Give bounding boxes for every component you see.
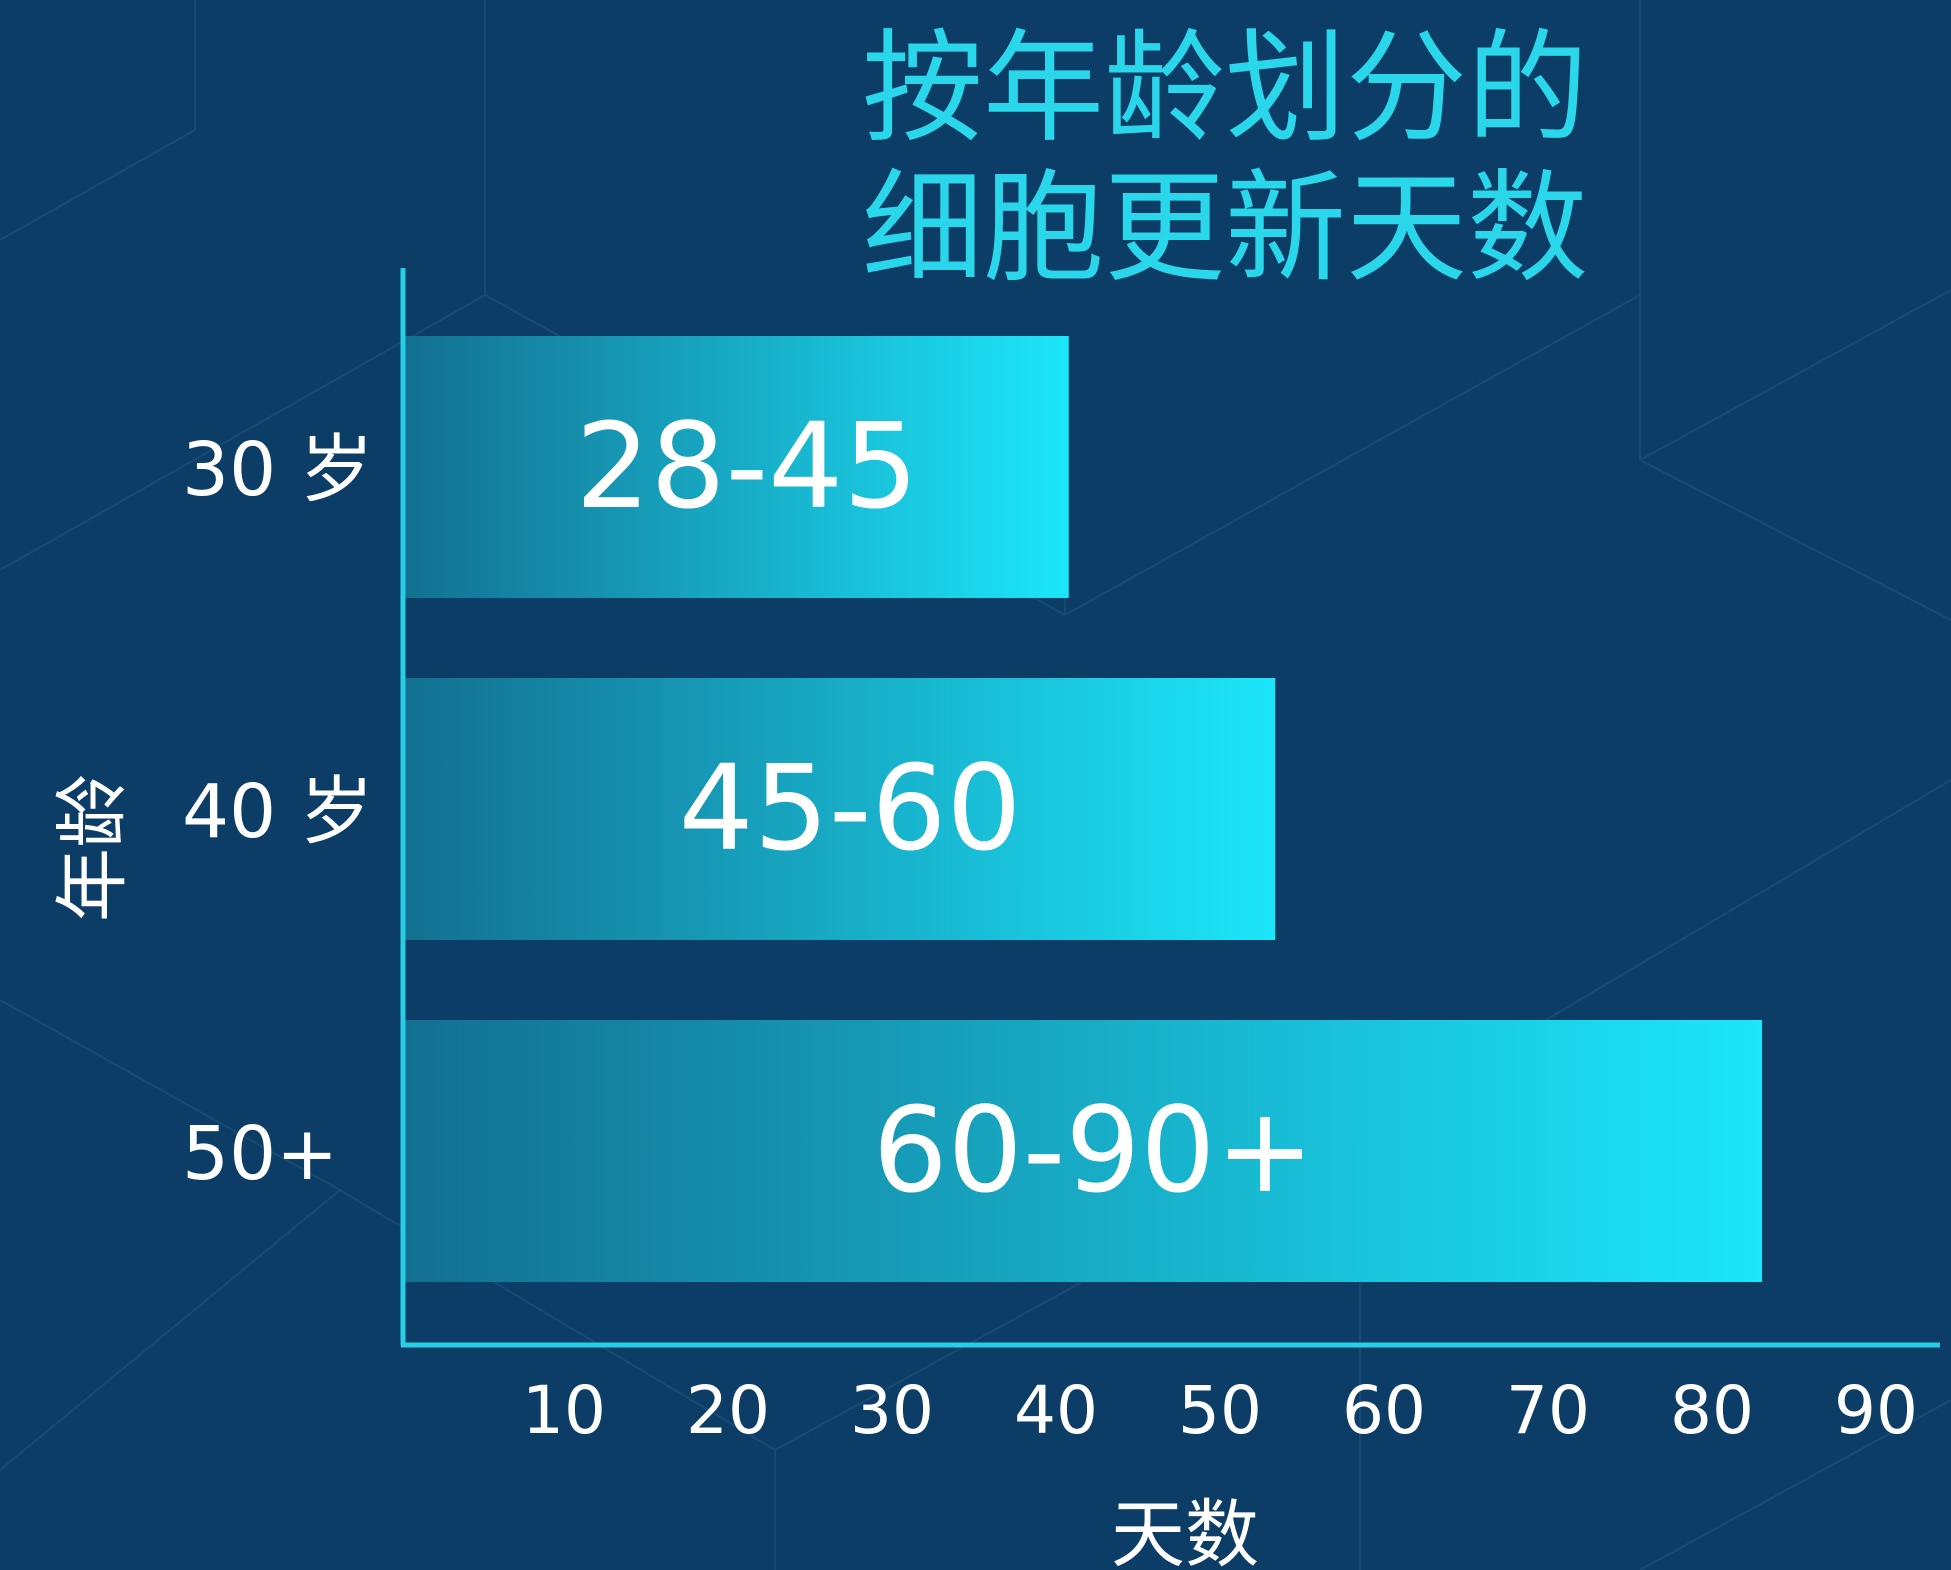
y-axis-title: 年龄 (50, 774, 136, 922)
category-label: 30 岁 (182, 427, 374, 513)
category-label: 50+ (182, 1111, 338, 1197)
bar-value-label: 45-60 (679, 739, 1022, 877)
bars-group: 28-45 45-60 60-90+ (405, 336, 1762, 1282)
x-tick-label: 70 (1506, 1372, 1590, 1449)
x-tick-label: 30 (850, 1372, 934, 1449)
chart-title-line-2: 细胞更新天数 (862, 158, 1588, 299)
bar-0 (405, 336, 1069, 598)
bar-1 (405, 678, 1276, 940)
category-label: 40 岁 (182, 769, 374, 855)
x-tick-label: 20 (686, 1372, 770, 1449)
category-labels: 30 岁 40 岁 50+ (182, 427, 374, 1197)
bar-2 (405, 1020, 1762, 1282)
x-tick-label: 50 (1178, 1372, 1262, 1449)
x-tick-label: 60 (1342, 1372, 1426, 1449)
chart-title-line-1: 按年龄划分的 (862, 18, 1588, 159)
x-tick-labels: 10 20 30 40 50 60 70 80 90 (522, 1372, 1918, 1449)
x-axis-title: 天数 (1111, 1492, 1259, 1570)
bar-value-label: 28-45 (575, 397, 918, 535)
x-tick-label: 10 (522, 1372, 606, 1449)
x-tick-label: 80 (1670, 1372, 1754, 1449)
x-tick-label: 40 (1014, 1372, 1098, 1449)
bar-value-label: 60-90+ (873, 1081, 1315, 1219)
x-tick-label: 90 (1834, 1372, 1918, 1449)
